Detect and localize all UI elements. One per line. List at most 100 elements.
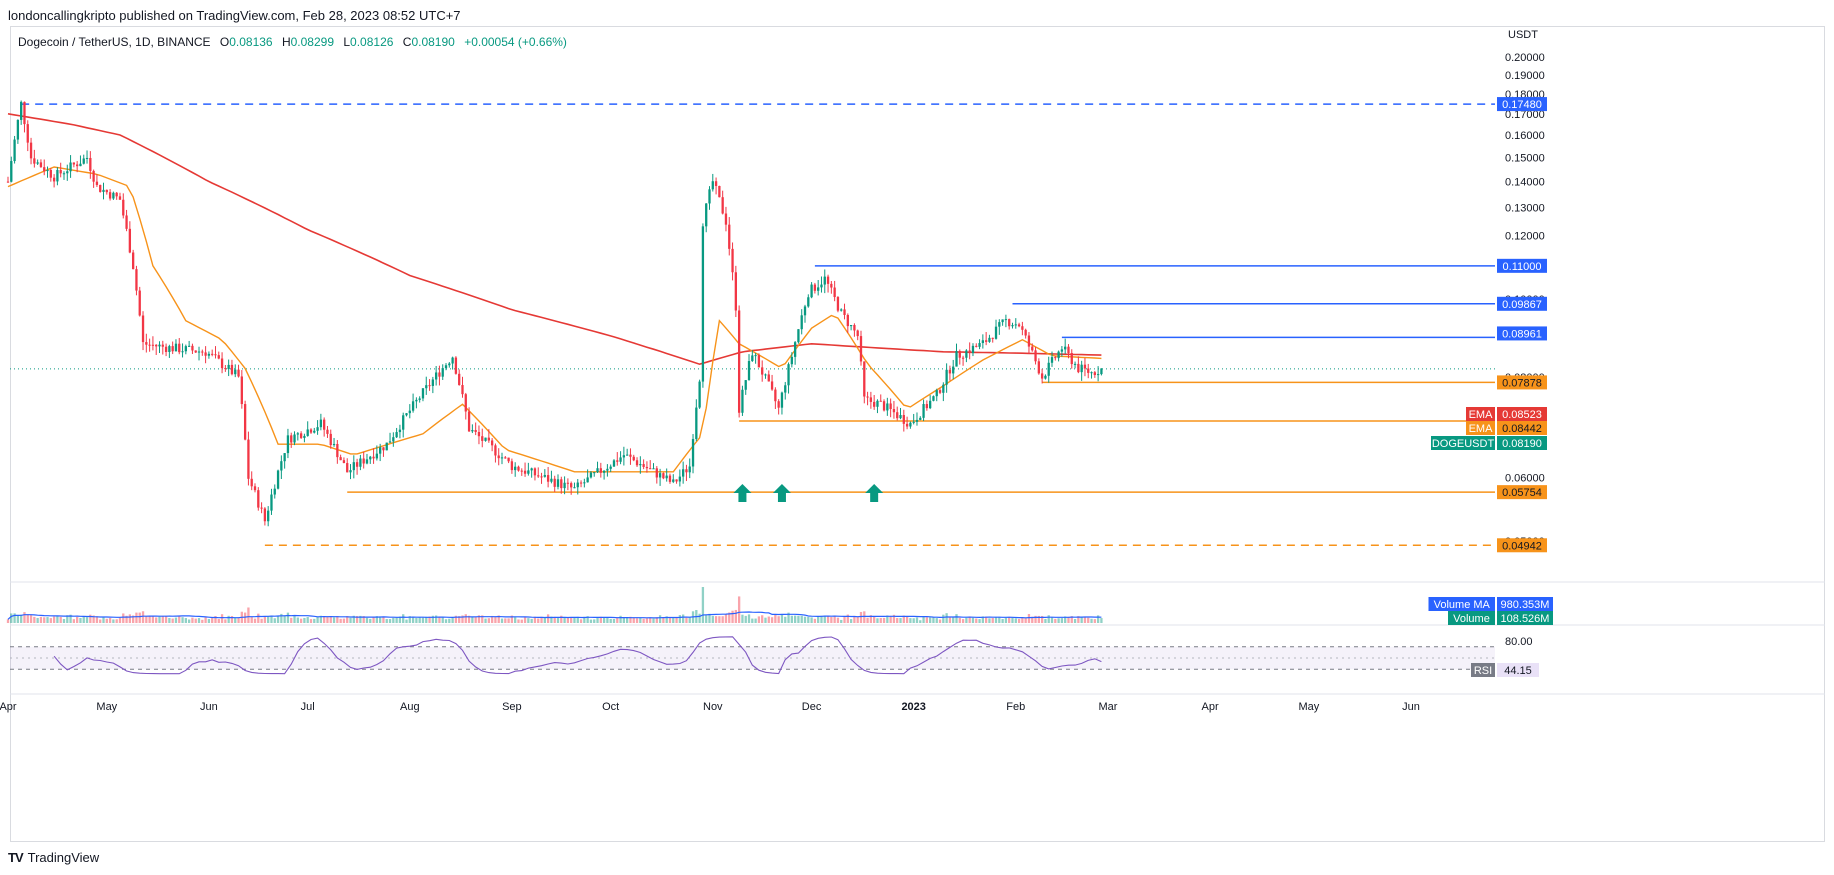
candle-body [1040,373,1044,379]
high-value: 0.08299 [290,35,335,49]
volume-bar [72,619,76,623]
volume-bar [731,610,734,623]
volume-bar [846,614,849,623]
volume-bar [1011,617,1014,623]
candle-body [1064,346,1067,350]
candle-body [369,456,372,460]
volume-bar [879,617,882,623]
candle-body [36,162,39,164]
volume-bar [471,617,474,623]
candle-body [388,441,392,443]
volume-bar [13,613,16,623]
candle-body [365,459,369,464]
candle-body [915,419,919,422]
volume-bar [770,617,774,623]
volume-bar [1034,615,1037,623]
candle-body [323,419,326,430]
volume-bar [405,619,408,623]
volume-bar [138,612,141,623]
volume-bar [675,617,678,623]
volume-bar [807,616,810,623]
volume-bar [790,615,793,623]
candle-body [283,453,286,462]
candle-body [945,369,948,385]
candle-body [184,346,187,352]
volume-bar [952,616,955,623]
volume-bar [672,617,675,623]
volume-bar [99,619,102,623]
price-tags: 0.174800.110000.098670.078780.070530.057… [1431,97,1547,553]
volume-bar [161,616,164,623]
volume-bar [62,619,66,623]
ema-slow-line [7,113,1102,366]
volume-bar [207,619,211,623]
candle-body [533,468,537,476]
candle-body [313,430,316,433]
candle-body [793,342,797,357]
volume-bar [510,615,514,623]
volume-bar [938,619,942,623]
candle-body [711,181,714,190]
volume-bar [800,615,803,623]
candle-body [141,315,145,343]
volume-bar [635,618,639,623]
price-tag-value: 0.04942 [1502,540,1542,552]
volume-bar [1070,616,1073,623]
volume-bar [434,615,438,623]
candle-body [230,364,234,375]
volume-bar [49,618,52,623]
volume-bar [16,615,20,623]
volume-bar [698,613,701,623]
volume-bar [158,616,161,623]
candle-body [431,379,435,386]
candle-body [576,482,579,488]
volume-bar [92,615,95,623]
price-tag-label: EMA [1469,409,1494,421]
candle-body [332,443,336,446]
candle-body [767,374,770,382]
price-tag-box [1497,326,1547,341]
volume-bar [658,615,662,623]
ema-fast-line [7,166,1102,473]
volume-bar [836,617,840,623]
volume-bar [105,618,108,623]
candle-body [72,162,76,165]
candle-body [1027,335,1031,347]
volume-bar [329,616,332,623]
volume-bar [273,618,276,623]
volume-bar [520,619,523,623]
volume-bar [560,615,563,623]
volume-bar [332,617,336,623]
candle-body [306,429,309,436]
volume-bar [721,616,724,623]
volume-bar [230,616,234,623]
candle-body [1021,326,1024,330]
volume-bar [810,617,813,623]
volume-bar [359,615,362,623]
candle-body [484,437,487,441]
close-label: C [402,35,412,49]
price-tag-label-box [1466,407,1495,421]
candle-body [652,468,655,470]
candle-body [876,400,879,407]
volume-bar [932,617,935,623]
volume-bar [148,615,151,623]
volume-bar [85,617,89,623]
time-axis: Apr May Jun Jul Aug Sep Oct Nov Dec 2023 Feb Mar Apr… [0,701,1420,713]
candle-body [1060,349,1064,352]
candle-body [243,404,247,440]
volume-bar [645,618,649,623]
rsi-tick-label: 80.00 [1505,636,1533,648]
candle-body [593,472,596,474]
candle-body [813,284,817,291]
volume-bar [204,617,207,623]
footer[interactable]: TV TradingView [8,850,99,865]
candle-body [415,399,418,402]
candle-body [583,482,586,484]
volume-bar [948,617,952,623]
candle-body [510,461,514,471]
price-tag-box [1497,375,1547,390]
candle-body [428,385,431,387]
candle-body [1090,372,1093,374]
